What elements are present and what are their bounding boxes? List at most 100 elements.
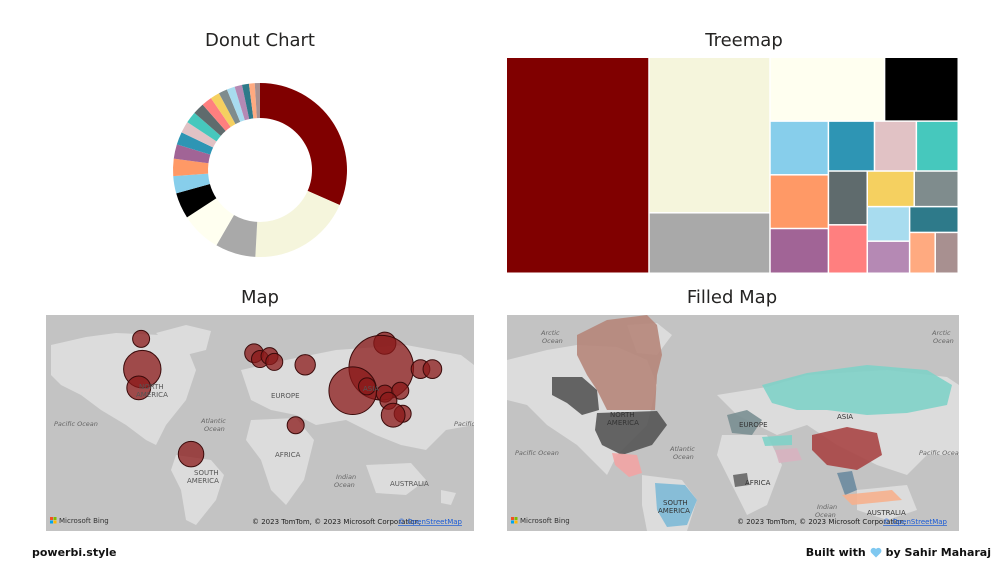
treemap-tile[interactable] xyxy=(770,121,828,175)
donut-slice[interactable] xyxy=(194,104,226,136)
donut-slice[interactable] xyxy=(176,132,214,155)
treemap-tile[interactable] xyxy=(868,171,914,206)
treemap-tile[interactable] xyxy=(868,241,909,273)
map-bubble[interactable] xyxy=(391,381,410,400)
map-bubble[interactable] xyxy=(126,375,152,401)
map-bubble[interactable] xyxy=(380,402,406,428)
region-usa[interactable] xyxy=(595,411,667,455)
map-bubbles[interactable] xyxy=(123,329,443,468)
fm-label-europe: EUROPE xyxy=(739,421,768,429)
treemap-tile[interactable] xyxy=(829,171,867,225)
treemap-tile[interactable] xyxy=(770,175,828,228)
region-brazil[interactable] xyxy=(655,483,697,527)
region-indonesia[interactable] xyxy=(842,490,902,505)
region-alaska[interactable] xyxy=(552,377,599,415)
donut-slice[interactable] xyxy=(187,112,221,142)
donut-slice[interactable] xyxy=(216,215,258,257)
donut-slice[interactable] xyxy=(254,83,260,119)
fm-label-south-america-2: AMERICA xyxy=(658,507,690,515)
treemap-tile[interactable] xyxy=(649,213,770,273)
label-australia: AUSTRALIA xyxy=(390,480,429,488)
label-europe: EUROPE xyxy=(271,392,300,400)
donut-slice[interactable] xyxy=(186,198,234,246)
treemap-tile[interactable] xyxy=(914,171,958,206)
donut-slice[interactable] xyxy=(176,183,217,218)
bubble-map[interactable]: NORTH AMERICA SOUTH AMERICA EUROPE ASIA … xyxy=(46,315,474,531)
filled-map-title: Filled Map xyxy=(686,287,778,308)
treemap-tile[interactable] xyxy=(910,233,935,273)
label-north-america-1: NORTH xyxy=(139,383,164,391)
donut-slice[interactable] xyxy=(234,84,250,121)
treemap-tile[interactable] xyxy=(910,207,958,232)
donut-slice[interactable] xyxy=(226,86,245,122)
region-europe[interactable] xyxy=(727,410,762,435)
label-pacific: Pacific Ocean xyxy=(54,420,98,428)
map-title: Map xyxy=(241,287,279,308)
treemap-tile[interactable] xyxy=(935,233,958,273)
treemap-title: Treemap xyxy=(705,30,783,51)
region-mexico[interactable] xyxy=(612,453,642,477)
region-se-asia[interactable] xyxy=(837,471,857,495)
region-china[interactable] xyxy=(812,427,882,470)
donut-slice[interactable] xyxy=(173,144,211,164)
label-north-america-2: AMERICA xyxy=(136,391,168,399)
fm-label-north-america-1: NORTH xyxy=(610,411,635,419)
donut-slice[interactable] xyxy=(181,122,217,148)
donut-slice[interactable] xyxy=(255,190,340,257)
footer-brand[interactable]: powerbi.style xyxy=(32,546,117,559)
fm-osm-link[interactable]: © OpenStreetMap xyxy=(883,518,948,526)
author-text: by Sahir Maharaj xyxy=(885,546,991,559)
treemap-tile[interactable] xyxy=(917,121,958,171)
fm-label-south-america-1: SOUTH xyxy=(663,499,688,507)
treemap-tile[interactable] xyxy=(507,58,649,273)
treemap-chart[interactable] xyxy=(507,58,959,274)
donut-slice[interactable] xyxy=(241,83,254,120)
map-bubble[interactable] xyxy=(286,416,305,435)
donut-slice[interactable] xyxy=(202,98,231,131)
footer-credit: Built with by Sahir Maharaj xyxy=(806,546,991,559)
donut-slice[interactable] xyxy=(248,83,257,119)
donut-slice[interactable] xyxy=(218,89,241,125)
filled-map[interactable]: NORTH AMERICA SOUTH AMERICA EUROPE ASIA … xyxy=(507,315,959,531)
osm-link[interactable]: © OpenStreetMap xyxy=(398,518,463,526)
donut-slice[interactable] xyxy=(260,83,347,205)
region-canada[interactable] xyxy=(577,315,662,410)
bing-label: Microsoft Bing xyxy=(59,517,109,525)
label-atlantic-1: Atlantic xyxy=(200,417,226,425)
treemap-tile[interactable] xyxy=(875,121,916,171)
region-turkey[interactable] xyxy=(762,435,792,446)
fm-label-asia: ASIA xyxy=(837,413,853,421)
fm-label-north-america-2: AMERICA xyxy=(607,419,639,427)
treemap-tile[interactable] xyxy=(829,225,867,273)
bing-logo: Microsoft Bing xyxy=(50,517,109,525)
fm-label-indian-1: Indian xyxy=(817,503,837,511)
donut-slice[interactable] xyxy=(173,158,209,177)
map-bubble[interactable] xyxy=(294,354,316,376)
donut-chart[interactable] xyxy=(165,75,355,265)
region-russia[interactable] xyxy=(762,365,952,415)
treemap-tile[interactable] xyxy=(649,58,770,213)
fm-label-australia: AUSTRALIA xyxy=(867,509,906,517)
map-bubble[interactable] xyxy=(265,352,284,371)
treemap-tile[interactable] xyxy=(829,121,874,171)
donut-chart-title: Donut Chart xyxy=(205,30,315,51)
treemap-tile[interactable] xyxy=(770,229,828,273)
map-bubble[interactable] xyxy=(358,377,376,396)
region-middle-east[interactable] xyxy=(775,448,802,463)
donut-slice[interactable] xyxy=(210,93,236,128)
fm-label-arctic-1: Arctic xyxy=(540,329,560,337)
fm-label-pacific-east: Pacific Ocean xyxy=(919,449,959,457)
fm-label-indian-2: Ocean xyxy=(815,511,836,519)
map-bubble[interactable] xyxy=(132,329,151,348)
fm-label-atlantic-2: Ocean xyxy=(673,453,694,461)
fm-label-africa: AFRICA xyxy=(745,479,771,487)
fm-bing-label: Microsoft Bing xyxy=(520,517,570,525)
label-pacific-east: Pacific Ocean xyxy=(454,420,474,428)
treemap-tile[interactable] xyxy=(770,58,884,121)
region-west-africa[interactable] xyxy=(733,473,749,487)
donut-slice[interactable] xyxy=(173,173,210,194)
map-bubble[interactable] xyxy=(422,359,443,379)
map-bubble[interactable] xyxy=(177,440,205,468)
treemap-tile[interactable] xyxy=(885,58,958,121)
treemap-tile[interactable] xyxy=(868,207,909,241)
